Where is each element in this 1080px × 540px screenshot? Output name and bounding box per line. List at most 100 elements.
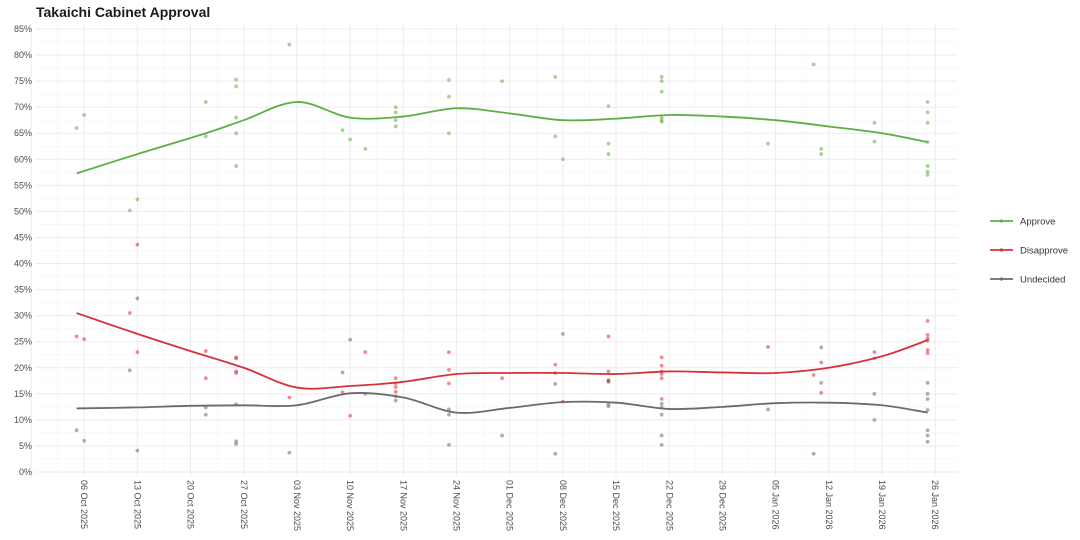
x-tick-label: 06 Oct 2025: [79, 480, 89, 529]
undecided-point: [135, 296, 140, 301]
approve-point: [135, 197, 140, 202]
undecided-point: [819, 345, 824, 350]
undecided-point: [393, 398, 398, 403]
y-tick-label: 70%: [14, 102, 32, 112]
undecided-point: [606, 404, 611, 409]
disapprove-point: [82, 337, 87, 341]
approve-point: [234, 84, 239, 89]
disapprove-point: [135, 350, 140, 355]
y-tick-label: 20%: [14, 363, 32, 373]
disapprove-point: [819, 360, 824, 365]
approve-point: [925, 169, 930, 174]
x-tick-label: 19 Jan 2026: [877, 480, 887, 530]
approve-point: [500, 79, 504, 84]
approve-point: [606, 141, 611, 146]
approve-point: [606, 104, 611, 109]
disapprove-point: [234, 371, 239, 375]
legend-item-disapprove: Disapprove: [990, 246, 1068, 257]
approve-point: [287, 42, 292, 47]
undecided-point: [447, 412, 451, 417]
undecided-point: [127, 368, 132, 373]
disapprove-point: [659, 372, 664, 376]
legend-label: Approve: [1020, 217, 1055, 228]
approve-point: [819, 152, 824, 156]
y-tick-label: 60%: [14, 154, 32, 164]
undecided-point: [659, 412, 664, 417]
undecided-point: [203, 412, 208, 417]
disapprove-point: [925, 318, 930, 323]
legend-label: Disapprove: [1020, 246, 1068, 257]
approve-point: [234, 131, 239, 136]
disapprove-point: [74, 334, 79, 339]
disapprove-point: [659, 355, 664, 360]
approve-point: [82, 113, 87, 117]
approve-point: [553, 134, 558, 139]
undecided-trend-line: [76, 392, 928, 414]
disapprove-point: [393, 376, 398, 381]
disapprove-point: [925, 348, 930, 352]
approve-point: [659, 79, 664, 84]
x-tick-label: 08 Dec 2025: [558, 480, 568, 531]
legend-item-approve: Approve: [990, 217, 1055, 228]
y-tick-label: 0%: [19, 467, 32, 477]
approve-point: [393, 105, 398, 110]
approve-point: [447, 131, 451, 136]
disapprove-point: [393, 389, 398, 394]
approve-point: [925, 110, 930, 115]
x-tick-label: 22 Dec 2025: [664, 480, 674, 531]
approve-point: [393, 118, 398, 123]
undecided-point: [74, 428, 79, 433]
undecided-point: [925, 439, 930, 444]
undecided-point: [925, 433, 930, 438]
disapprove-point: [363, 350, 368, 355]
x-tick-label: 26 Jan 2026: [930, 480, 940, 530]
x-tick-label: 12 Jan 2026: [824, 480, 834, 530]
undecided-point: [925, 397, 930, 401]
y-tick-label: 5%: [19, 441, 32, 451]
grid: [30, 24, 958, 477]
undecided-point: [348, 337, 353, 342]
y-tick-label: 85%: [14, 24, 32, 34]
y-tick-label: 65%: [14, 128, 32, 138]
x-tick-label: 29 Dec 2025: [717, 480, 727, 531]
disapprove-point: [819, 390, 824, 395]
undecided-point: [553, 382, 558, 386]
disapprove-point: [447, 367, 451, 372]
legend-marker: [999, 219, 1004, 223]
approve-point: [872, 120, 877, 125]
approve-point: [819, 146, 824, 151]
undecided-point: [659, 433, 664, 438]
disapprove-point: [659, 397, 664, 401]
disapprove-point: [766, 345, 770, 349]
undecided-point: [447, 442, 451, 447]
approve-point: [447, 78, 451, 82]
y-tick-label: 35%: [14, 285, 32, 295]
disapprove-point: [393, 385, 398, 389]
disapprove-point: [872, 350, 877, 355]
disapprove-point: [500, 376, 504, 381]
undecided-point: [606, 378, 611, 383]
y-tick-label: 45%: [14, 232, 32, 242]
x-tick-label: 03 Nov 2025: [292, 480, 302, 531]
approve-point: [659, 89, 664, 94]
disapprove-point: [925, 333, 930, 337]
y-tick-label: 25%: [14, 337, 32, 347]
undecided-point: [135, 448, 140, 453]
approve-point: [127, 208, 132, 213]
approve-point: [234, 164, 239, 168]
legend-marker: [999, 277, 1004, 281]
undecided-point: [925, 428, 930, 433]
y-tick-label: 75%: [14, 76, 32, 86]
y-tick-label: 40%: [14, 259, 32, 269]
undecided-point: [925, 380, 930, 385]
undecided-point: [234, 441, 239, 446]
approve-point: [203, 100, 208, 104]
approve-point: [553, 75, 558, 79]
y-tick-label: 80%: [14, 50, 32, 60]
approve-point: [925, 100, 930, 104]
x-tick-label: 27 Oct 2025: [239, 480, 249, 529]
y-tick-label: 55%: [14, 180, 32, 190]
undecided-point: [811, 451, 816, 456]
x-tick-label: 05 Jan 2026: [771, 480, 781, 530]
